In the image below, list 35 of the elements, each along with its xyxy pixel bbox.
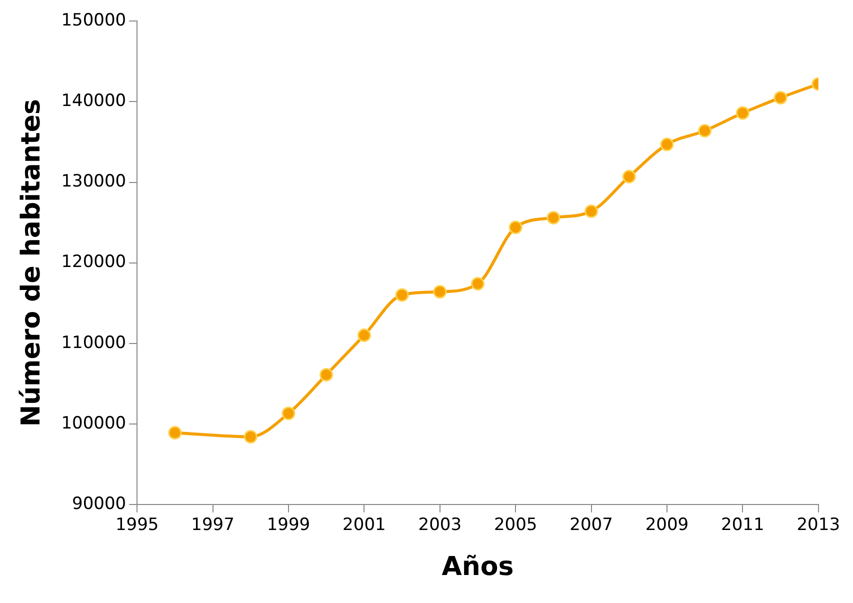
x-tick-label: 2011 xyxy=(721,515,764,536)
point xyxy=(433,285,447,299)
x-tick-label: 2013 xyxy=(796,515,840,536)
point xyxy=(584,204,598,218)
point xyxy=(546,210,560,224)
x-tick-label: 1995 xyxy=(115,515,159,536)
point xyxy=(395,288,409,302)
y-tick-label: 120000 xyxy=(61,252,126,272)
point xyxy=(660,138,674,152)
y-tick-label: 110000 xyxy=(61,332,126,353)
point xyxy=(282,406,296,420)
y-tick-label: 140000 xyxy=(61,91,126,112)
x-axis-title: Años xyxy=(442,552,514,582)
x-tick-label: 2001 xyxy=(342,515,386,536)
y-tick-label: 150000 xyxy=(61,10,126,31)
point xyxy=(698,124,712,138)
point xyxy=(357,328,371,342)
y-tick-label: 130000 xyxy=(61,172,126,192)
x-tick-label: 1997 xyxy=(191,515,234,536)
x-tick-label: 2005 xyxy=(494,515,538,536)
x-tick-label: 2007 xyxy=(570,515,613,536)
point xyxy=(508,220,522,234)
x-tick-label: 2009 xyxy=(645,515,689,536)
y-axis-title: Número de habitantes xyxy=(16,98,46,427)
y-tick-label: 100000 xyxy=(61,413,126,434)
point xyxy=(320,368,334,382)
x-tick-label: 2003 xyxy=(418,515,462,536)
point xyxy=(168,426,182,440)
point xyxy=(470,276,484,290)
point xyxy=(244,430,258,444)
point xyxy=(774,90,788,104)
y-tick-label: 90000 xyxy=(72,494,126,514)
point xyxy=(622,170,636,184)
x-tick-label: 1999 xyxy=(266,515,310,536)
point xyxy=(736,106,750,120)
